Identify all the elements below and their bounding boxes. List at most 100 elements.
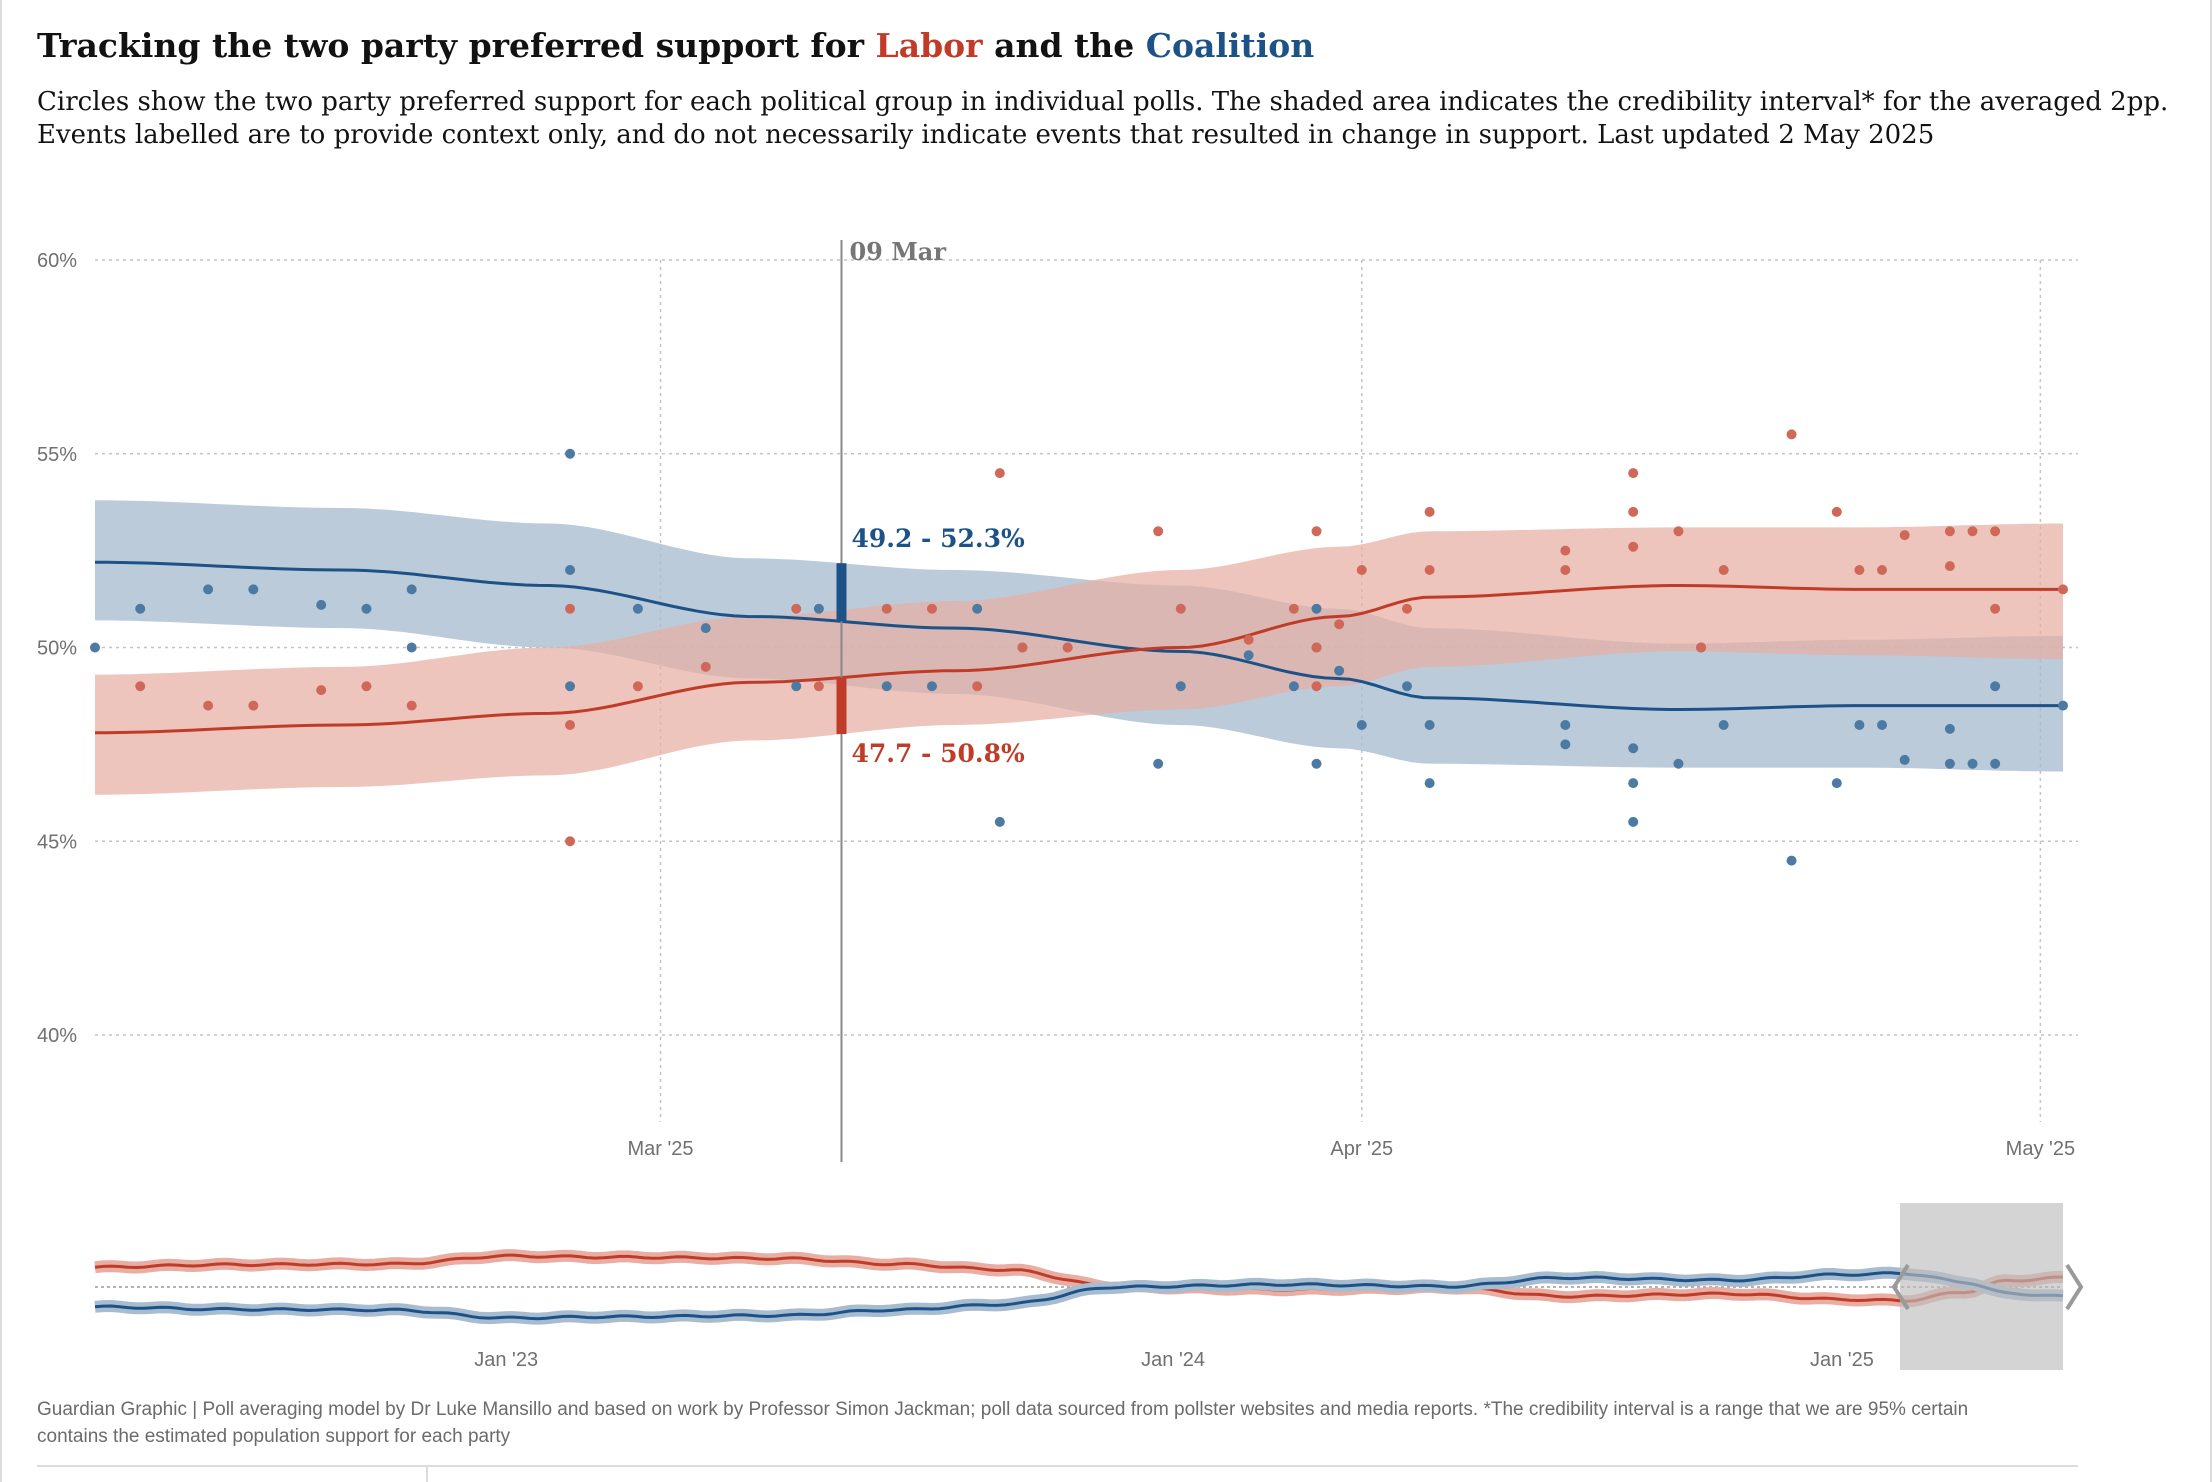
labor-poll-point[interactable] [1628,541,1639,552]
labor-poll-point[interactable] [1854,565,1865,575]
labor-poll-point[interactable] [1402,603,1412,614]
coalition-poll-point[interactable] [1560,720,1571,730]
labor-poll-point[interactable] [1311,642,1322,653]
coalition-poll-point[interactable] [248,584,259,595]
coalition-poll-point[interactable] [203,584,214,595]
coalition-poll-point[interactable] [1560,739,1571,750]
coalition-poll-point[interactable] [791,681,802,692]
main-chart[interactable]: 09 Mar 49.2 - 52.3% 47.7 - 50.8% 40% 45% 5… [37,237,2078,1162]
labor-poll-point[interactable] [135,681,146,692]
coalition-poll-point[interactable] [881,681,892,692]
labor-poll-point[interactable] [316,685,327,696]
coalition-poll-point[interactable] [565,448,576,459]
labor-poll-point[interactable] [248,700,259,711]
coalition-poll-point[interactable] [406,642,417,653]
labor-poll-point[interactable] [1017,642,1028,653]
labor-poll-point[interactable] [994,468,1005,479]
labor-poll-point[interactable] [1990,526,2001,537]
brush-handle-right[interactable] [2065,1263,2084,1311]
coalition-poll-point[interactable] [90,642,100,653]
labor-poll-point[interactable] [1311,681,1322,692]
labor-poll-point[interactable] [361,681,372,692]
labor-poll-point[interactable] [1334,619,1345,630]
coalition-poll-point[interactable] [1899,754,1910,765]
labor-poll-point[interactable] [565,603,576,614]
labor-poll-point[interactable] [2058,584,2068,595]
coalition-poll-point[interactable] [1424,720,1435,730]
labor-poll-point[interactable] [406,700,417,711]
coalition-poll-point[interactable] [972,603,983,614]
labor-poll-point[interactable] [203,700,214,711]
labor-poll-point[interactable] [1243,634,1254,645]
coalition-poll-point[interactable] [1424,778,1435,789]
labor-poll-point[interactable] [1153,526,1164,537]
labor-poll-point[interactable] [1356,565,1367,575]
brush-handle-left[interactable] [1891,1263,1910,1311]
coalition-poll-point[interactable] [1175,681,1186,692]
labor-poll-point[interactable] [565,720,576,730]
labor-poll-point[interactable] [1696,642,1707,653]
coalition-poll-point[interactable] [994,816,1005,827]
coalition-poll-point[interactable] [632,603,643,614]
coalition-poll-point[interactable] [2058,700,2068,711]
coalition-poll-point[interactable] [406,584,417,595]
coalition-poll-point[interactable] [1288,681,1299,692]
coalition-poll-point[interactable] [1153,758,1164,769]
labor-poll-point[interactable] [791,603,802,614]
labor-poll-point[interactable] [926,603,937,614]
labor-poll-point[interactable] [565,836,576,847]
labor-poll-point[interactable] [1560,545,1571,556]
event-marker[interactable]: 09 Mar 49.2 - 52.3% 47.7 - 50.8% [836,237,1025,1162]
coalition-poll-point[interactable] [1854,720,1865,730]
coalition-poll-point[interactable] [1243,650,1254,661]
coalition-poll-point[interactable] [1990,758,2001,769]
labor-poll-point[interactable] [972,681,983,692]
coalition-poll-point[interactable] [1718,720,1729,730]
labor-poll-point[interactable] [1877,565,1888,575]
labor-poll-point[interactable] [1311,526,1322,537]
coalition-poll-point[interactable] [1334,665,1345,676]
labor-poll-point[interactable] [1786,429,1797,440]
labor-poll-point[interactable] [1718,565,1729,575]
labor-poll-point[interactable] [700,661,711,672]
coalition-poll-point[interactable] [1944,723,1955,734]
labor-poll-point[interactable] [1424,506,1435,517]
coalition-poll-point[interactable] [1356,720,1367,730]
labor-poll-point[interactable] [1967,526,1978,537]
coalition-poll-point[interactable] [1944,758,1955,769]
labor-poll-point[interactable] [1288,603,1299,614]
labor-poll-point[interactable] [1899,530,1910,541]
labor-poll-point[interactable] [1062,642,1073,653]
labor-poll-point[interactable] [1628,506,1639,517]
coalition-poll-point[interactable] [316,599,327,610]
brush-chart[interactable]: Jan '23 Jan '24 Jan '25 [94,1203,2084,1371]
labor-poll-point[interactable] [881,603,892,614]
labor-poll-point[interactable] [632,681,643,692]
labor-poll-point[interactable] [1944,526,1955,537]
coalition-poll-point[interactable] [135,603,146,614]
brush-selection-window[interactable] [1900,1203,2063,1370]
coalition-poll-point[interactable] [1831,778,1842,789]
coalition-poll-point[interactable] [813,603,824,614]
coalition-poll-point[interactable] [1628,816,1639,827]
coalition-poll-point[interactable] [1990,681,2001,692]
coalition-poll-point[interactable] [1877,720,1888,730]
labor-poll-point[interactable] [1628,468,1639,479]
coalition-poll-point[interactable] [926,681,937,692]
coalition-poll-point[interactable] [565,681,576,692]
coalition-poll-point[interactable] [361,603,372,614]
coalition-poll-point[interactable] [1967,758,1978,769]
labor-poll-point[interactable] [1831,506,1842,517]
labor-poll-point[interactable] [1944,561,1955,572]
coalition-poll-point[interactable] [1786,855,1797,866]
labor-poll-point[interactable] [1175,603,1186,614]
labor-poll-point[interactable] [1673,526,1684,537]
labor-poll-point[interactable] [1424,565,1435,575]
coalition-poll-point[interactable] [1402,681,1412,692]
coalition-poll-point[interactable] [1628,778,1639,789]
coalition-poll-point[interactable] [700,623,711,634]
labor-poll-point[interactable] [1990,603,2001,614]
coalition-poll-point[interactable] [565,565,576,575]
coalition-poll-point[interactable] [1311,603,1322,614]
labor-poll-point[interactable] [1560,565,1571,575]
